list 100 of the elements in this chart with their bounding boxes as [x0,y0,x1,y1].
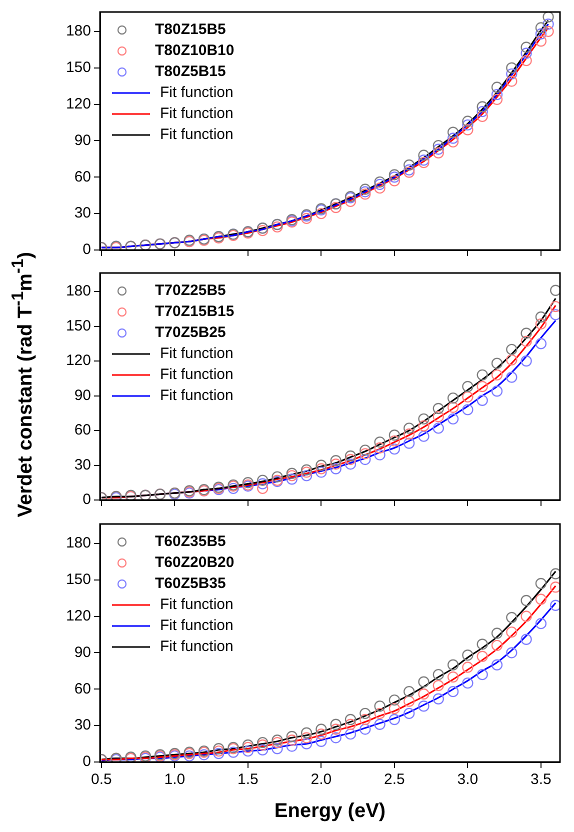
point [462,119,474,131]
point [506,68,518,80]
point [476,394,488,406]
point [344,458,356,470]
point [388,172,400,183]
point [374,182,386,194]
y-tick-label: 120 [66,607,91,624]
point [257,474,268,486]
y-tick-label: 60 [74,168,91,186]
point [257,739,268,751]
point [213,748,224,760]
y-tick-label: 90 [74,386,91,404]
point [388,714,400,726]
point [520,610,532,622]
point [272,471,283,482]
point [462,116,474,127]
point [344,450,356,462]
legend-label: T70Z5B25 [155,324,226,342]
point [360,708,371,720]
point [432,693,444,704]
point [360,714,371,726]
point [374,449,386,460]
y-tick-label: 0 [82,753,91,770]
legend-label: T60Z35B5 [155,533,226,550]
point [228,482,239,494]
point [272,736,283,748]
legend-label: T70Z25B5 [155,282,226,300]
x-tick-label: 1.0 [164,771,186,788]
point [542,12,554,22]
y-tick-label: 60 [74,422,91,439]
point [520,42,532,53]
point [418,420,430,432]
y-tick-label: 0 [82,241,91,258]
point [316,208,327,220]
point [418,154,430,166]
point [491,358,503,369]
point [316,736,327,747]
point [228,746,239,758]
legend-label: Fit function [160,596,234,614]
y-tick-label: 30 [74,204,91,222]
point [286,474,298,485]
point [418,676,430,688]
point [330,458,342,470]
point [388,430,400,441]
point [418,688,430,700]
point [374,708,386,720]
point [491,94,503,106]
point [404,708,415,720]
point [316,466,327,478]
y-tick-label: 120 [66,352,91,370]
point [330,724,342,735]
point [374,700,386,712]
point [491,386,503,397]
point [360,454,371,466]
point [462,124,474,136]
x-tick-label: 2.0 [310,771,332,788]
point [360,448,371,460]
point [286,730,298,742]
legend-label: T80Z10B10 [155,42,234,60]
point [535,618,547,630]
point [404,696,415,707]
point [404,166,415,178]
point [213,745,224,757]
point [432,140,444,152]
point [388,169,400,180]
point [374,442,386,454]
point [257,478,268,490]
legend-label: Fit function [160,105,234,122]
y-tick-label: 30 [74,456,91,474]
y-tick-label: 30 [74,716,91,734]
point [374,436,386,448]
point [300,466,312,478]
point [447,402,459,413]
point [360,188,371,200]
y-tick-label: 150 [66,59,91,76]
point [404,686,415,698]
y-tick-label: 180 [66,534,91,552]
point [535,594,547,605]
x-tick-label: 3.0 [457,771,478,788]
x-tick-label: 3.5 [530,771,552,788]
point [404,438,415,449]
point [344,454,356,466]
point [374,178,386,190]
point [550,284,560,296]
x-tick-label: 1.5 [238,771,258,788]
point [462,662,474,673]
point [184,750,195,762]
point [491,628,503,639]
point [520,328,532,339]
point [447,659,459,670]
y-tick-label: 120 [66,95,91,112]
x-tick-label: 2.5 [384,771,405,788]
point [330,718,342,730]
point [388,175,400,186]
point [506,354,518,366]
point [520,594,532,606]
point [491,659,503,670]
point [242,742,254,754]
point [542,26,554,38]
point [491,369,503,381]
